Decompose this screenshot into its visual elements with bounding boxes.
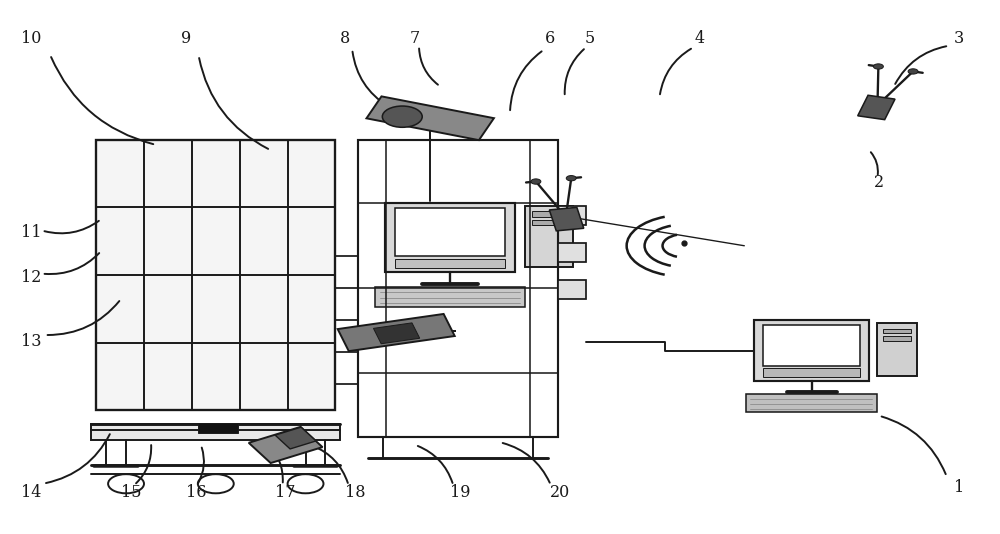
Text: 6: 6 [545,30,555,47]
Bar [883,328,911,333]
Bar [525,206,573,267]
Text: 1: 1 [954,479,964,496]
Text: 20: 20 [550,484,570,501]
Bar [395,258,505,268]
Circle shape [908,69,918,74]
Circle shape [531,179,541,184]
Text: 3: 3 [954,30,964,47]
Circle shape [382,106,422,127]
Circle shape [108,474,144,493]
Text: 14: 14 [21,484,41,501]
Polygon shape [366,96,494,140]
Text: 17: 17 [275,484,296,501]
Bar [385,203,515,272]
Bar [558,206,586,224]
Circle shape [566,176,576,181]
Text: 5: 5 [585,30,595,47]
Text: 10: 10 [21,30,41,47]
Bar [96,139,335,411]
Bar [375,287,525,307]
Circle shape [873,64,883,69]
Bar [558,280,586,299]
Bar [558,243,586,262]
Text: 19: 19 [450,484,470,501]
Text: 2: 2 [874,174,884,191]
Bar [91,423,340,439]
Bar [395,208,505,256]
Bar [198,422,238,433]
Bar [877,323,917,376]
Circle shape [288,474,323,493]
Text: 8: 8 [340,30,351,47]
Bar [883,336,911,341]
Text: 11: 11 [21,224,42,241]
Bar [532,211,566,216]
Bar [763,368,860,377]
Polygon shape [858,95,895,120]
Text: 18: 18 [345,484,366,501]
Bar [358,139,558,437]
Bar [763,325,860,366]
Text: 15: 15 [121,484,141,501]
Text: 4: 4 [694,30,705,47]
Text: 16: 16 [186,484,206,501]
Text: 12: 12 [21,269,41,286]
Bar [532,219,566,225]
Bar [746,395,877,412]
Bar [754,320,869,381]
Polygon shape [249,427,322,463]
Polygon shape [275,427,316,449]
Text: 9: 9 [181,30,191,47]
Polygon shape [373,323,420,344]
Polygon shape [338,314,455,351]
Text: 13: 13 [21,333,42,350]
Polygon shape [549,207,584,231]
Text: 7: 7 [410,30,420,47]
Circle shape [198,474,234,493]
